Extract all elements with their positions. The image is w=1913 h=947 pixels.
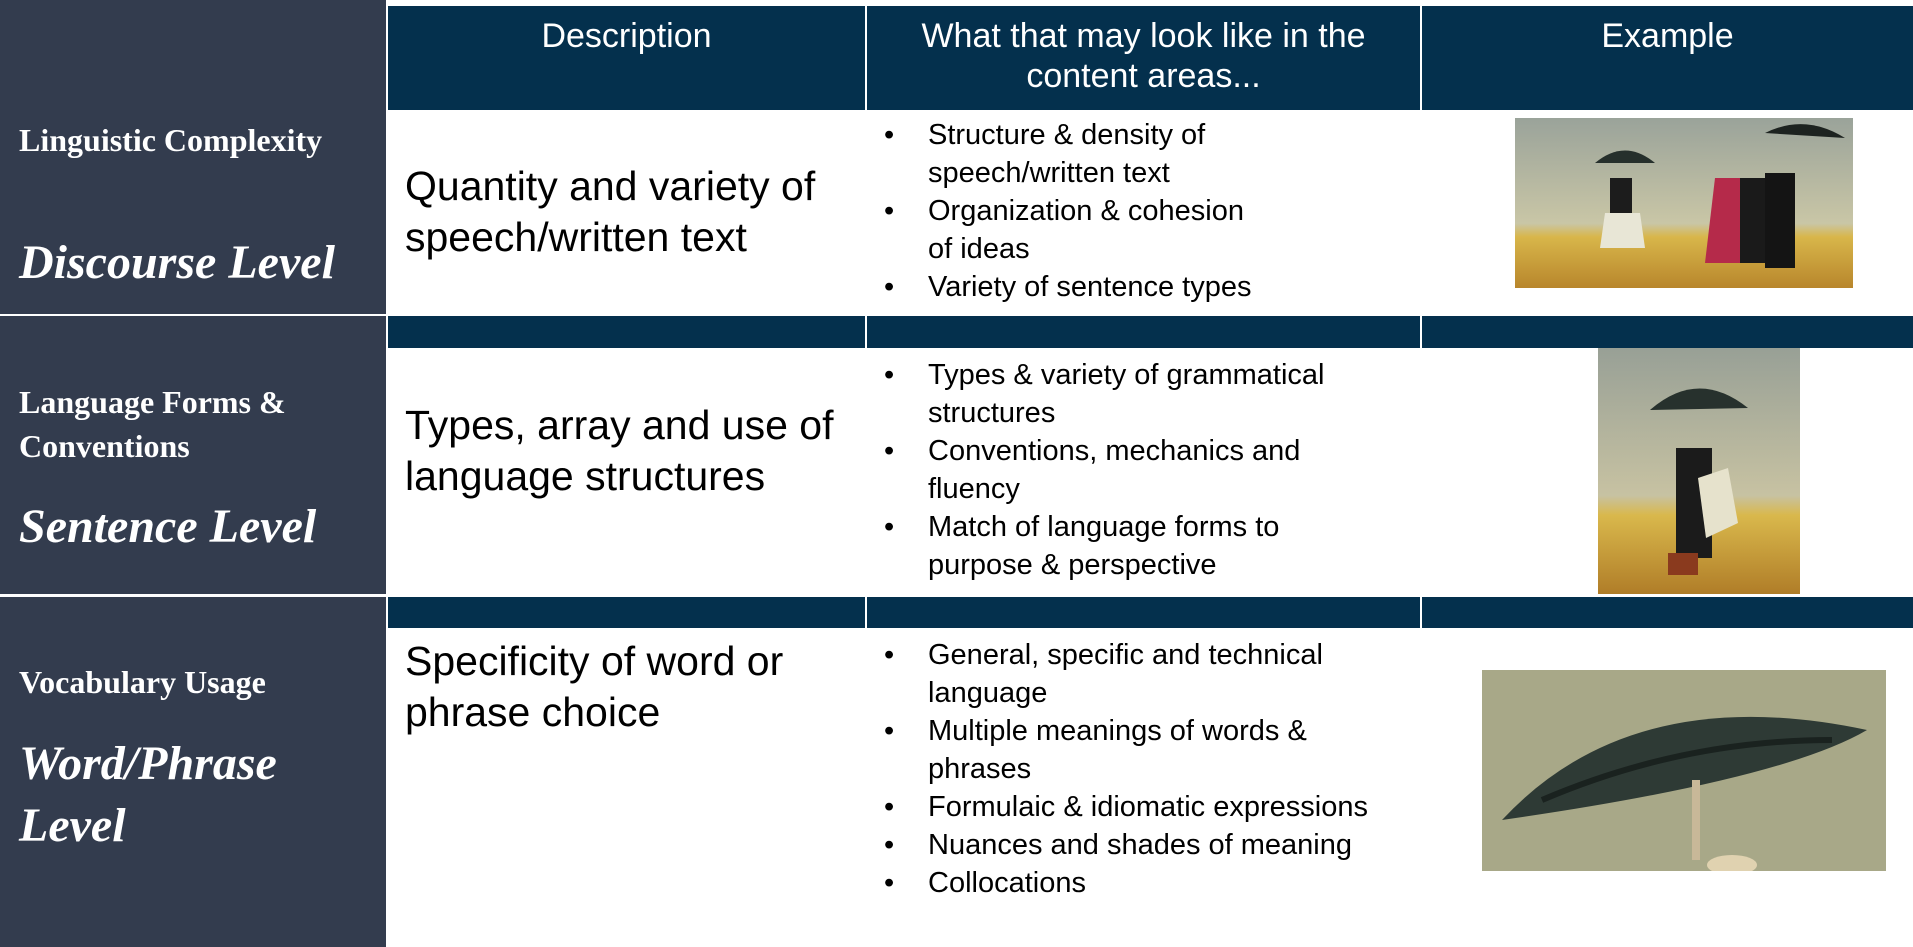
row-label-cell xyxy=(0,316,386,594)
description: Types, array and use of language structu… xyxy=(405,402,834,499)
bullet-item: Structure & density of speech/written te… xyxy=(884,116,1264,192)
header-cell: Description xyxy=(388,6,865,110)
bullet-item: Organization & cohesion of ideas xyxy=(884,192,1264,268)
separator-bar xyxy=(388,316,865,348)
separator-bar xyxy=(867,597,1420,628)
row-label-cell xyxy=(0,0,386,314)
bullet-list: Types & variety of grammatical structure… xyxy=(884,356,1384,584)
dimension-label: Language Forms & Conventions xyxy=(19,384,286,464)
bullet-list: General, specific and technical language… xyxy=(884,636,1414,902)
header-cell: What that may look like in the content a… xyxy=(867,6,1420,110)
bullet-item: Nuances and shades of meaning xyxy=(884,826,1414,864)
description: Specificity of word or phrase choice xyxy=(405,638,784,735)
bullet-list: Structure & density of speech/written te… xyxy=(884,116,1264,306)
example-image xyxy=(1482,670,1886,871)
level-label: Sentence Level xyxy=(19,500,317,553)
bullet-item: General, specific and technical language xyxy=(884,636,1414,712)
bullet-item: Multiple meanings of words & phrases xyxy=(884,712,1414,788)
header-cell: Example xyxy=(1422,6,1913,110)
bullet-item: Collocations xyxy=(884,864,1414,902)
separator-bar xyxy=(867,316,1420,348)
separator-bar xyxy=(388,597,865,628)
bullet-item: Conventions, mechanics and fluency xyxy=(884,432,1384,508)
bullet-item: Types & variety of grammatical structure… xyxy=(884,356,1384,432)
dimension-label: Linguistic Complexity xyxy=(19,122,323,158)
bullet-item: Formulaic & idiomatic expressions xyxy=(884,788,1414,826)
example-image xyxy=(1598,348,1800,594)
separator-bar xyxy=(1422,597,1913,628)
bullet-item: Match of language forms to purpose & per… xyxy=(884,508,1384,584)
level-label: Discourse Level xyxy=(19,236,335,289)
description: Quantity and variety of speech/written t… xyxy=(405,163,816,260)
bullet-item: Variety of sentence types xyxy=(884,268,1264,306)
level-label: Word/Phrase Level xyxy=(19,737,277,852)
separator-bar xyxy=(1422,316,1913,348)
example-image xyxy=(1515,118,1853,288)
dimension-label: Vocabulary Usage xyxy=(19,664,266,700)
row-label-cell xyxy=(0,597,386,947)
